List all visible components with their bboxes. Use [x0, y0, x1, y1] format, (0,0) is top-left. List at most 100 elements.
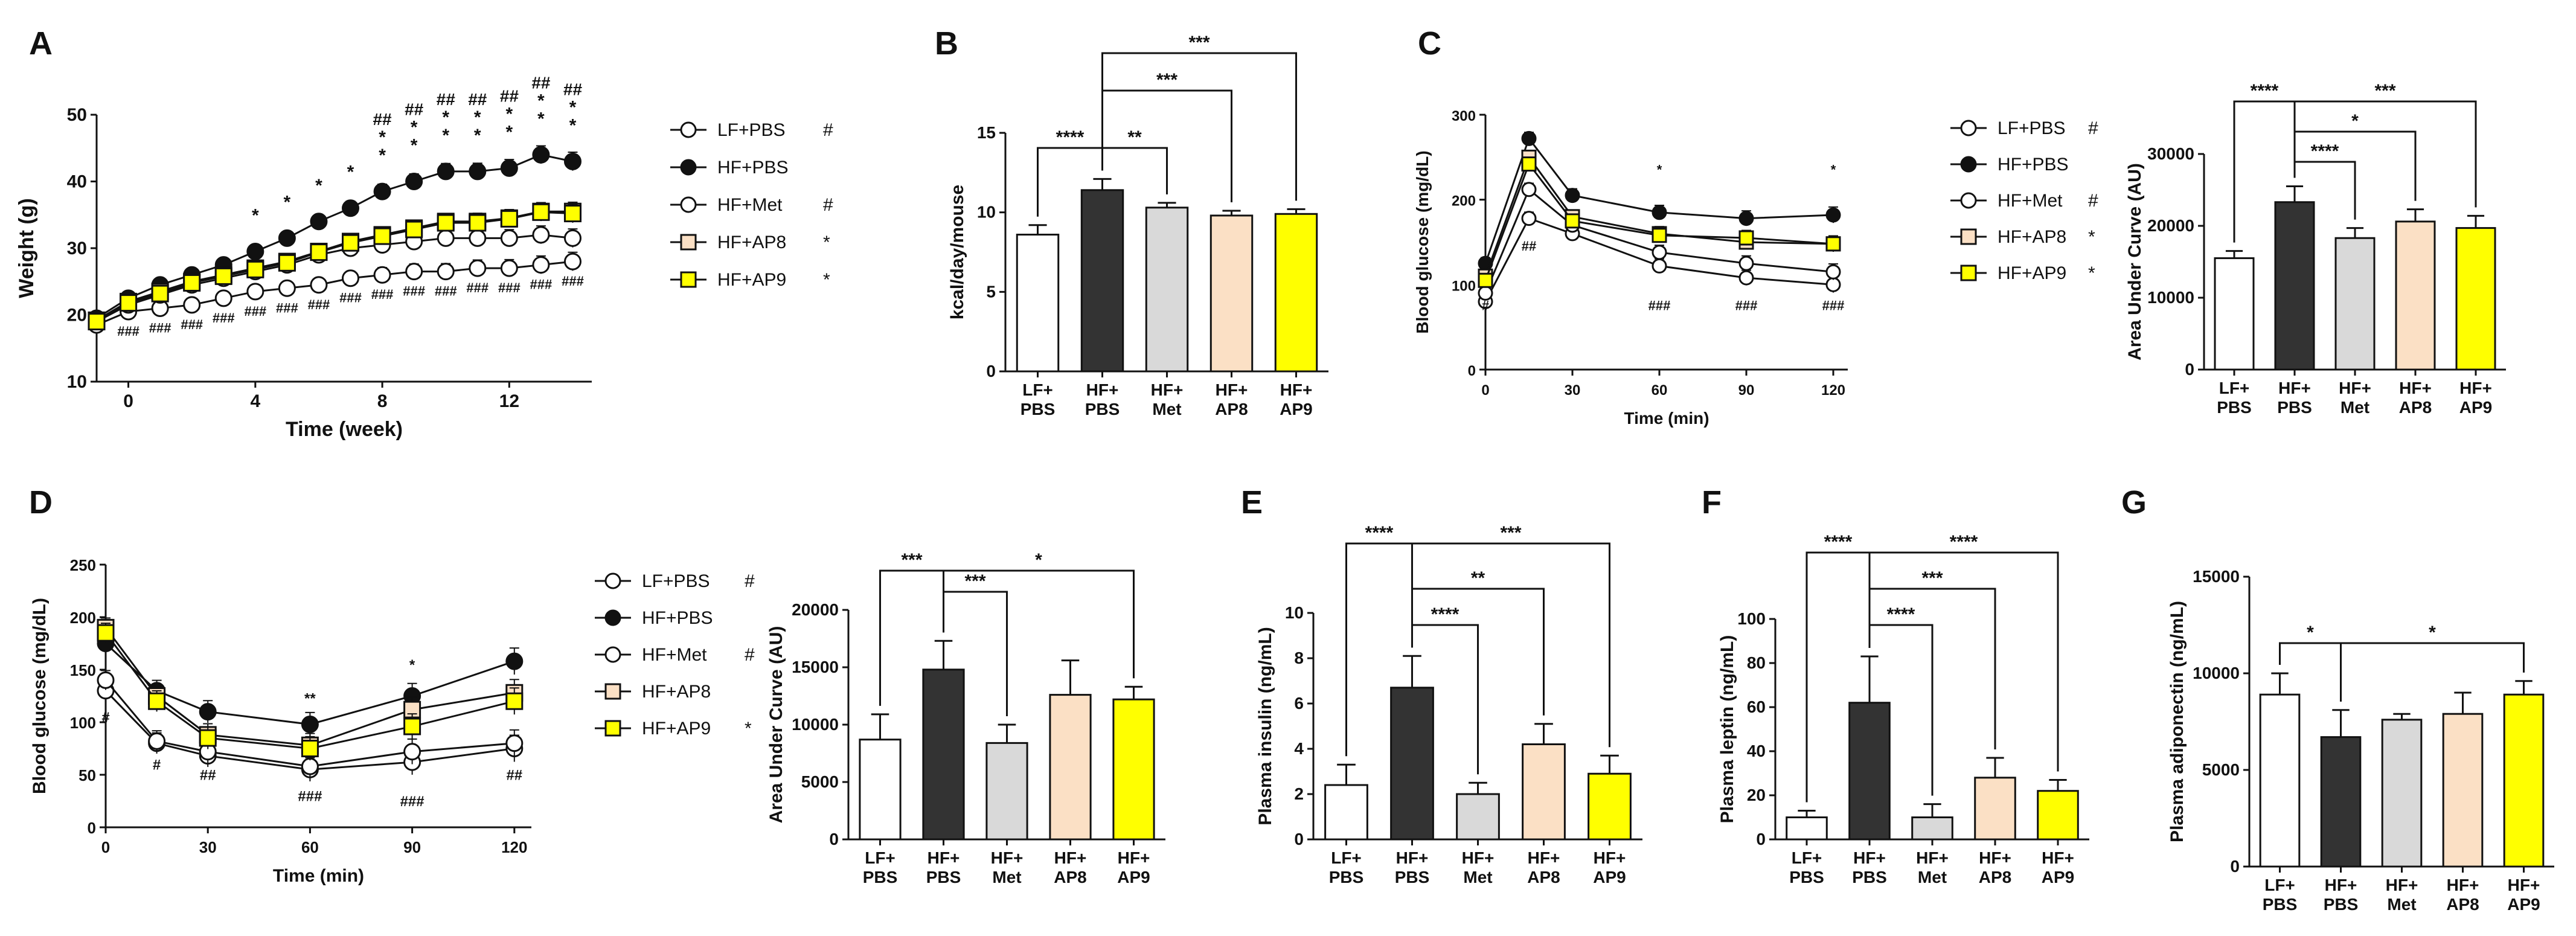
x-tick-label-bottom: AP9	[1280, 400, 1312, 418]
y-tick-label: 10000	[2147, 288, 2194, 307]
bar-chart-b: 051015kcal/day/mouseLF+PBSHF+PBSHF+MetHF…	[947, 33, 1328, 418]
data-point	[1825, 207, 1841, 223]
bar-hf-met	[1456, 793, 1500, 841]
y-tick-label: 15	[977, 123, 996, 142]
data-point	[1652, 245, 1667, 260]
panel-label-g: G	[2121, 484, 2147, 521]
bar-hf-ap8	[1210, 214, 1254, 373]
data-point	[214, 267, 232, 285]
x-tick-label: 0	[101, 838, 110, 856]
x-tick-label-top: HF+	[1086, 380, 1119, 399]
legend-label: HF+Met	[642, 645, 707, 665]
x-tick-label-top: HF+	[1054, 848, 1087, 867]
x-tick-label-top: HF+	[1916, 848, 1949, 867]
x-tick-label-top: HF+	[1151, 380, 1184, 399]
data-point	[199, 703, 217, 721]
data-point	[403, 717, 421, 736]
y-tick-label: 20	[67, 306, 87, 325]
significance-label: ****	[1824, 532, 1853, 552]
data-point	[469, 229, 487, 247]
bar-hf-ap9	[1112, 698, 1155, 841]
bar-lf-pbs	[1324, 784, 1368, 841]
legend-marker	[1960, 120, 1977, 136]
x-tick-label-bottom: PBS	[1020, 400, 1056, 418]
bar-hf-pbs	[922, 668, 965, 841]
x-tick-label-top: HF+	[1594, 848, 1626, 867]
y-tick-label: 5	[986, 282, 996, 301]
significance-bracket	[1411, 542, 1610, 748]
significance-star-gray: *	[379, 127, 386, 147]
significance-hash-bottom: ###	[466, 280, 489, 295]
y-tick-label: 150	[70, 661, 96, 679]
data-point	[1738, 211, 1754, 226]
panel-label-a: A	[29, 25, 53, 62]
x-tick-label-bottom: PBS	[1789, 868, 1824, 886]
data-point	[500, 229, 518, 247]
data-point	[310, 276, 328, 294]
bar-hf-met	[2334, 237, 2376, 371]
significance-mark: ##	[200, 768, 216, 784]
significance-mark: ###	[1822, 298, 1845, 313]
bar-hf-ap9	[1274, 213, 1318, 373]
significance-star-gray: *	[411, 118, 418, 138]
x-tick-label-top: HF+	[1118, 848, 1150, 867]
x-tick-label-bottom: PBS	[2324, 895, 2359, 914]
data-point	[148, 732, 166, 750]
significance-star-gray: *	[537, 91, 545, 111]
x-tick-label-top: HF+	[1528, 848, 1560, 867]
x-tick-label-bottom: AP8	[1054, 868, 1086, 886]
significance-hash-bottom: ###	[213, 310, 235, 325]
significance-label: ****	[2251, 81, 2279, 101]
x-tick-label: 60	[1652, 382, 1668, 399]
data-point	[1738, 255, 1754, 271]
significance-label: ***	[2374, 81, 2395, 101]
data-point	[1478, 272, 1493, 288]
significance-hash-bottom: ###	[403, 284, 425, 299]
significance-label: ***	[964, 571, 985, 591]
y-axis-title: Blood glucose (mg/dL)	[1413, 150, 1432, 333]
significance-star-gray: *	[442, 107, 449, 127]
bar-hf-ap8	[1522, 743, 1566, 841]
x-tick-label-top: HF+	[2447, 876, 2479, 894]
significance-mark: ###	[1735, 298, 1758, 313]
y-tick-label: 0	[88, 819, 96, 837]
x-tick-label-top: HF+	[1979, 848, 2011, 867]
data-point	[500, 210, 518, 228]
y-axis-title: Plasma insulin (ng/mL)	[1255, 627, 1275, 825]
significance-hash-bottom: ###	[276, 300, 298, 315]
bar-hf-pbs	[1390, 687, 1434, 841]
y-tick-label: 0	[829, 830, 839, 848]
data-point	[342, 234, 360, 252]
x-tick-label-top: LF+	[1792, 848, 1822, 867]
data-point	[469, 214, 487, 232]
data-point	[437, 229, 455, 247]
y-tick-label: 10000	[2193, 664, 2240, 682]
y-tick-label: 200	[1452, 193, 1476, 210]
y-axis-title: kcal/day/mouse	[947, 185, 967, 319]
y-tick-label: 6	[1294, 694, 1304, 713]
significance-mark: #	[101, 710, 109, 726]
y-tick-label: 0	[1756, 830, 1766, 848]
x-tick-label-top: HF+	[2459, 379, 2492, 397]
y-tick-label: 20000	[2147, 216, 2194, 235]
x-tick-label: 120	[501, 838, 527, 856]
data-point	[310, 243, 328, 261]
legend-significance-marker: *	[2088, 263, 2095, 283]
series-line	[1484, 217, 1834, 303]
data-point	[1652, 258, 1667, 274]
significance-star: *	[537, 109, 545, 129]
data-point	[373, 227, 391, 245]
data-point	[301, 715, 319, 733]
y-tick-label: 10	[1285, 603, 1304, 622]
y-axis-title: Plasma adiponectin (ng/mL)	[2167, 601, 2187, 842]
legend-label: HF+PBS	[642, 608, 713, 628]
bar-hf-met	[1145, 207, 1189, 373]
y-axis-title: Area Under Curve (AU)	[766, 626, 786, 824]
data-point	[246, 260, 264, 278]
data-point	[532, 226, 550, 244]
x-tick-label-bottom: PBS	[1395, 868, 1430, 886]
x-tick-label-bottom: Met	[1918, 868, 1947, 886]
data-point	[301, 757, 319, 775]
